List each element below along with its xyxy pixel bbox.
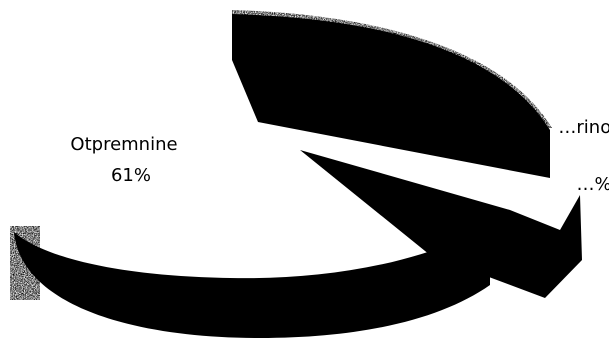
slice-rinosi-side [300,150,582,298]
value-rinosi: …% [576,174,609,195]
label-otpremnine: Otpremnine [70,134,177,155]
value-otpremnine: 61% [111,165,151,186]
slice-rinosi-grain [232,10,552,128]
slice-rinosi-top [232,14,550,178]
slice-otpremnine-grain [10,226,40,300]
label-rinosi: …rinosi [558,117,609,138]
slice-otpremnine-side [14,225,490,338]
